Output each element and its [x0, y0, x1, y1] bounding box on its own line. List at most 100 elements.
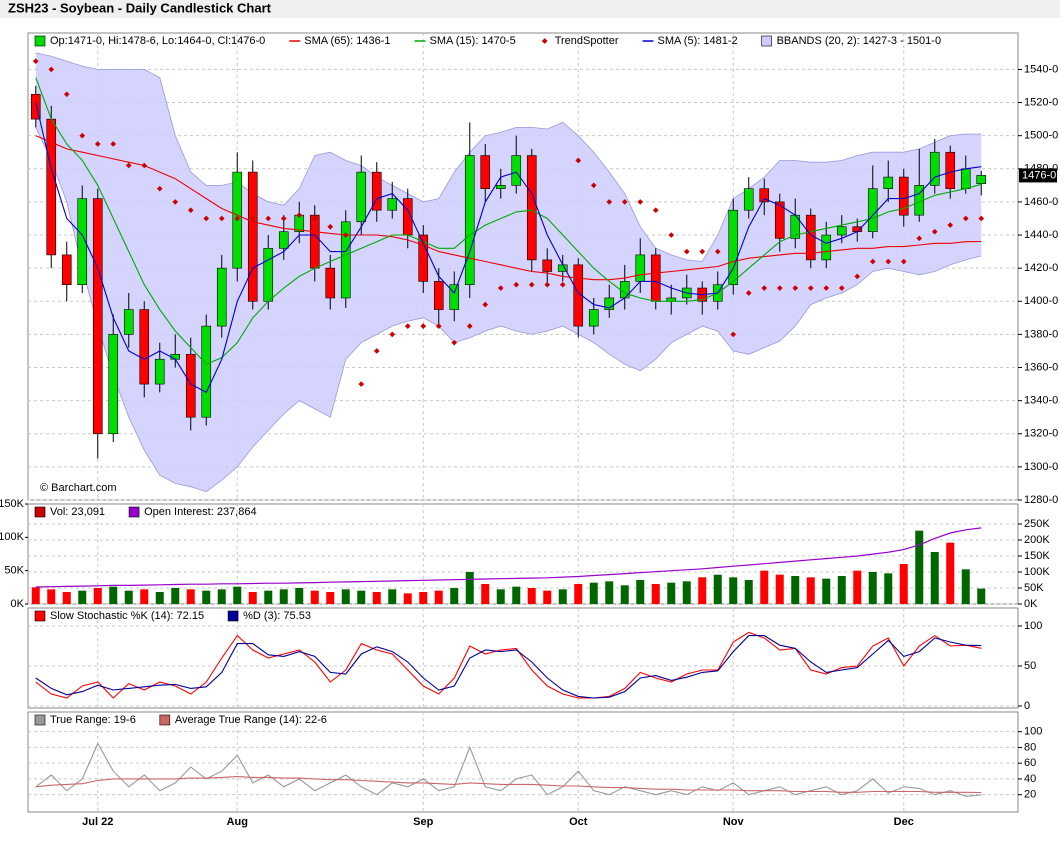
trend-dot — [342, 232, 349, 238]
sma-line — [35, 77, 982, 365]
sma-line — [35, 135, 982, 281]
volume-bar — [791, 576, 800, 604]
trend-dot — [714, 248, 721, 255]
candle-body — [30, 93, 41, 120]
trend-dot — [125, 162, 132, 169]
trend-dot — [730, 331, 737, 338]
y-tick-label: 20 — [1024, 789, 1036, 801]
volume-bar — [760, 570, 769, 604]
candle-body — [123, 309, 134, 335]
candle-body — [976, 175, 987, 184]
candle-body — [929, 151, 940, 186]
trend-dot — [637, 199, 644, 205]
y-tick-label: 0 — [1024, 700, 1030, 712]
trend-dot — [280, 215, 287, 222]
trend-dot — [203, 215, 210, 222]
band-fill — [35, 52, 982, 492]
volume-bar — [140, 589, 149, 604]
legend-swatch — [159, 714, 171, 726]
trend-dot — [404, 323, 411, 329]
volume-bar — [109, 586, 118, 604]
candle-body — [371, 171, 382, 211]
trend-dot — [699, 248, 706, 255]
trend-dot — [218, 215, 225, 222]
volume-bar — [264, 590, 273, 604]
volume-bar — [775, 574, 784, 604]
candle-body — [449, 284, 460, 310]
volume-bar — [450, 588, 459, 604]
candle-body — [325, 267, 336, 299]
trend-dot — [621, 199, 628, 205]
volume-bar — [946, 542, 955, 604]
trend-dot — [141, 162, 148, 169]
y-tick-label: 100 — [1024, 726, 1042, 738]
candle-body — [526, 155, 537, 261]
trend-dot — [373, 348, 380, 354]
trend-dot — [482, 301, 489, 308]
candle-body — [883, 176, 894, 189]
volume-bar — [977, 588, 986, 604]
trend-dot — [838, 285, 845, 291]
volume-bar — [729, 577, 738, 604]
trend-dot — [900, 258, 907, 265]
trend-dot — [497, 285, 504, 291]
volume-bar — [853, 570, 862, 604]
y-tick-label: 1340-0 — [1024, 395, 1058, 407]
y-tick-label: 0K — [11, 598, 25, 610]
legend-label: SMA (5): 1481-2 — [658, 35, 738, 47]
candle-body — [92, 198, 103, 435]
trend-dot — [513, 281, 520, 288]
trend-dot — [265, 215, 272, 222]
last-price-label: 1476-0 — [1022, 169, 1056, 181]
y-tick-label: 1540-0 — [1024, 63, 1058, 75]
candle-body — [542, 259, 553, 272]
y-tick-label: 0K — [1024, 598, 1038, 610]
volume-bar — [434, 590, 443, 604]
trend-dot — [590, 182, 597, 189]
trend-dot — [544, 281, 551, 288]
candle-body — [263, 247, 274, 302]
trend-dot — [296, 212, 303, 218]
volume-bar — [124, 590, 133, 604]
y-tick-label: 40 — [1024, 773, 1036, 785]
y-tick-label: 1360-0 — [1024, 361, 1058, 373]
y-tick-label: 50 — [1024, 660, 1036, 672]
candle-body — [960, 168, 971, 189]
trend-dot — [916, 235, 923, 242]
candle-body — [480, 155, 491, 189]
legend-swatch — [761, 35, 772, 47]
volume-bar — [279, 589, 288, 604]
trend-dot — [528, 281, 535, 288]
band-upper — [35, 52, 982, 262]
volume-bar — [667, 582, 676, 604]
panel-frame — [27, 711, 1019, 813]
volume-bar — [217, 589, 226, 604]
volume-bar — [806, 577, 815, 604]
last-price-badge — [1019, 168, 1057, 183]
trend-dot — [327, 223, 334, 230]
candle-body — [418, 234, 429, 282]
candle-body — [728, 209, 739, 286]
volume-bar — [915, 530, 924, 604]
trend-dot — [466, 323, 473, 329]
candle-body — [836, 226, 847, 236]
candle-body — [77, 198, 88, 286]
legend-label: True Range: 19-6 — [50, 714, 136, 726]
legend-label: Slow Stochastic %K (14): 72.15 — [50, 610, 204, 622]
volume-bar — [419, 592, 428, 604]
candle-body — [216, 267, 227, 327]
y-tick-label: 1440-0 — [1024, 229, 1058, 241]
volume-bar — [527, 588, 536, 604]
trend-dot — [606, 199, 613, 205]
y-tick-label: 150K — [1024, 550, 1050, 562]
volume-bar — [47, 589, 56, 604]
candle-body — [588, 309, 599, 327]
legend-label: Op:1471-0, Hi:1478-6, Lo:1464-0, Cl:1476… — [50, 35, 265, 47]
volume-bar — [589, 582, 598, 604]
volume-bar — [868, 572, 877, 604]
indicator-line — [35, 776, 982, 794]
band-lower — [35, 127, 982, 493]
y-tick-label: 50K — [4, 565, 24, 577]
